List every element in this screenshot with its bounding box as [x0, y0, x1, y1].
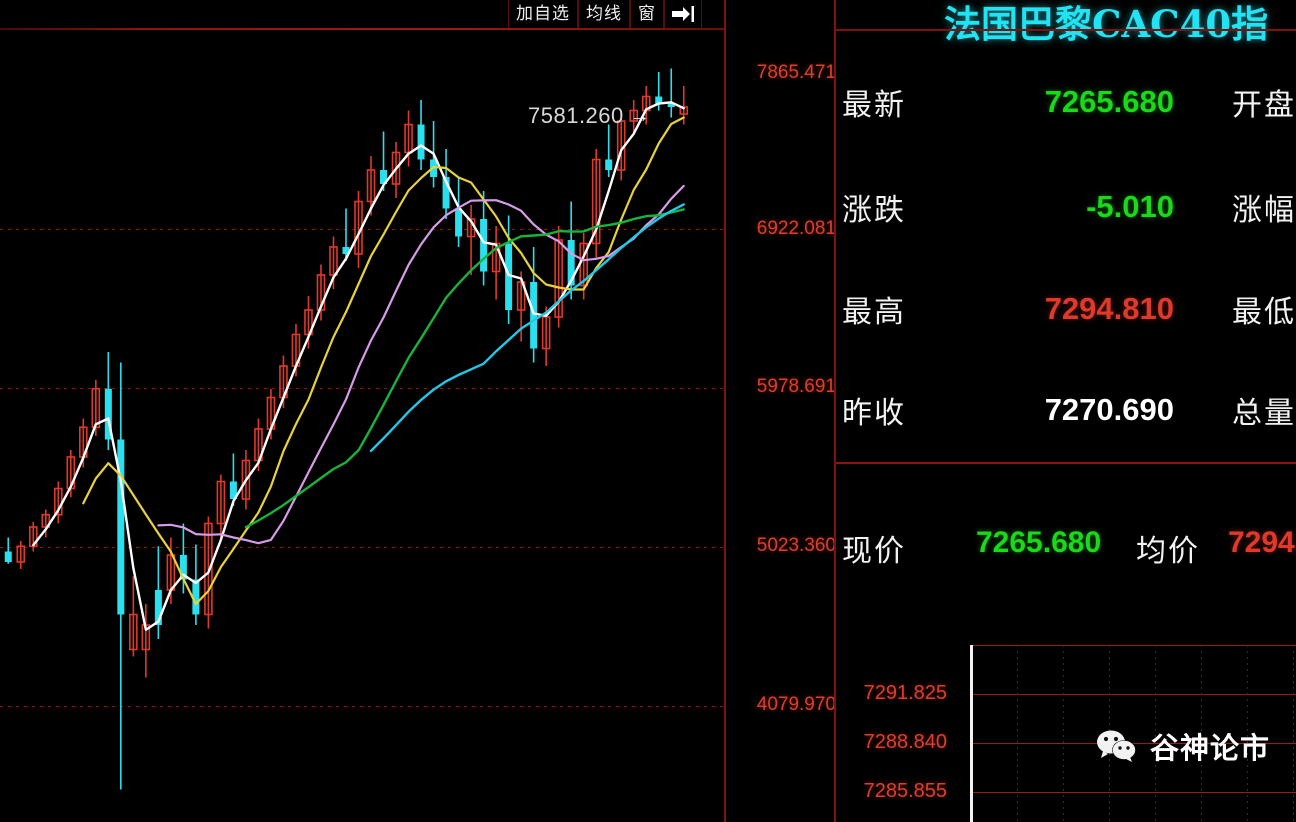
quote-row-current: 现价 7265.680 均价 7294. — [836, 512, 1296, 576]
quote-value-current-price: 7265.680 — [976, 526, 1102, 559]
mini-gridline — [970, 792, 1296, 793]
mini-gridline — [970, 645, 1296, 646]
main-chart-panel[interactable]: 7581.260 → 加自选 均线 窗 — [0, 0, 726, 822]
quote-info-panel: 法国巴黎CAC40指 最新 7265.680 开盘 涨跌 -5.010 涨幅 最… — [836, 0, 1296, 822]
axis-label: 5978.691 — [756, 376, 836, 397]
mini-gridline-v — [1201, 645, 1202, 822]
mini-axis-label: 7288.840 — [863, 731, 947, 753]
quote-value-high: 7294.810 — [1044, 291, 1174, 326]
mini-gridline-v — [1293, 645, 1294, 822]
chart-top-border — [0, 28, 726, 30]
mini-gridline-v — [1155, 645, 1156, 822]
quote-row-high: 最高 7294.810 最低 — [836, 277, 1296, 341]
jump-to-end-icon[interactable] — [664, 0, 702, 28]
quote-label-volume: 总量 — [1232, 396, 1296, 431]
mini-chart-axis — [970, 645, 973, 822]
moving-average-button[interactable]: 均线 — [578, 0, 630, 28]
chart-right-border — [724, 0, 726, 822]
axis-label: 5023.360 — [756, 535, 836, 556]
quote-row-prev-close: 昨收 7270.690 总量 — [836, 378, 1296, 442]
axis-label: 6922.081 — [756, 218, 836, 239]
candlestick-plot — [4, 68, 689, 790]
axis-label: 7865.471 — [756, 62, 836, 83]
quote-value-prev-close: 7270.690 — [1044, 392, 1174, 427]
mini-gridline — [970, 694, 1296, 695]
mini-gridline-v — [1017, 645, 1018, 822]
mini-axis-label: 7285.855 — [863, 780, 947, 802]
panel-top-border — [836, 29, 1296, 31]
quote-row-latest: 最新 7265.680 开盘 — [836, 70, 1296, 134]
quote-value-change: -5.010 — [1086, 189, 1174, 224]
quote-row-change: 涨跌 -5.010 涨幅 — [836, 175, 1296, 239]
quote-label-latest: 最新 — [842, 88, 906, 123]
window-button[interactable]: 窗 — [630, 0, 664, 28]
annotation-arrow-icon: → — [629, 104, 651, 127]
wechat-watermark: 谷神论市 — [1096, 725, 1270, 767]
annotation-value: 7581.260 — [528, 103, 624, 128]
axis-label: 4079.970 — [756, 694, 836, 715]
wechat-icon — [1097, 730, 1136, 762]
quote-label-open: 开盘 — [1232, 88, 1296, 123]
quote-value-latest: 7265.680 — [1044, 84, 1174, 119]
price-annotation: 7581.260 → — [528, 103, 650, 129]
quote-label-high: 最高 — [842, 295, 906, 330]
chart-toolbar[interactable]: 加自选 均线 窗 — [508, 0, 702, 28]
mini-gridline — [970, 743, 1296, 744]
quote-label-low: 最低 — [1232, 295, 1296, 330]
quote-label-current-price: 现价 — [842, 534, 906, 569]
arrow-right-bar-icon — [672, 6, 694, 22]
page-title: 法国巴黎CAC40指 — [944, 2, 1269, 46]
quote-label-avg-price: 均价 — [1136, 534, 1200, 569]
gridline — [0, 547, 724, 548]
gridline — [0, 706, 724, 707]
panel-mid-divider — [836, 462, 1296, 464]
quote-label-change: 涨跌 — [842, 193, 906, 228]
quote-value-avg-price: 7294. — [1228, 526, 1296, 559]
mini-axis-label: 7291.825 — [863, 682, 947, 704]
quote-label-change-pct: 涨幅 — [1232, 193, 1296, 228]
intraday-mini-chart[interactable]: 7291.825 7288.840 7285.855 谷神论市 — [836, 640, 1296, 822]
panel-divider — [834, 0, 836, 822]
price-axis: 7865.471 6922.081 5978.691 5023.360 4079… — [726, 30, 836, 822]
mini-gridline-v — [1063, 645, 1064, 822]
add-watchlist-button[interactable]: 加自选 — [508, 0, 578, 28]
mini-gridline-v — [1247, 645, 1248, 822]
watermark-text: 谷神论市 — [1150, 731, 1271, 765]
gridline — [0, 388, 724, 389]
quote-label-prev-close: 昨收 — [842, 396, 906, 431]
